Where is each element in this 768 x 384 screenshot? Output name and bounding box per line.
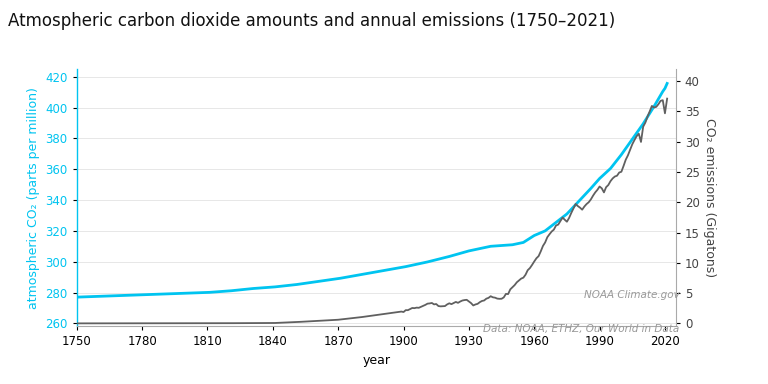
X-axis label: year: year	[362, 354, 390, 367]
Text: NOAA Climate.gov: NOAA Climate.gov	[584, 290, 680, 300]
Text: Atmospheric carbon dioxide amounts and annual emissions (1750–2021): Atmospheric carbon dioxide amounts and a…	[8, 12, 615, 30]
Text: Data: NOAA, ETHZ, Our World in Data: Data: NOAA, ETHZ, Our World in Data	[483, 324, 680, 334]
Y-axis label: CO₂ emissions (Gigatons): CO₂ emissions (Gigatons)	[703, 118, 717, 277]
Y-axis label: atmospheric CO₂ (parts per million): atmospheric CO₂ (parts per million)	[27, 87, 40, 309]
